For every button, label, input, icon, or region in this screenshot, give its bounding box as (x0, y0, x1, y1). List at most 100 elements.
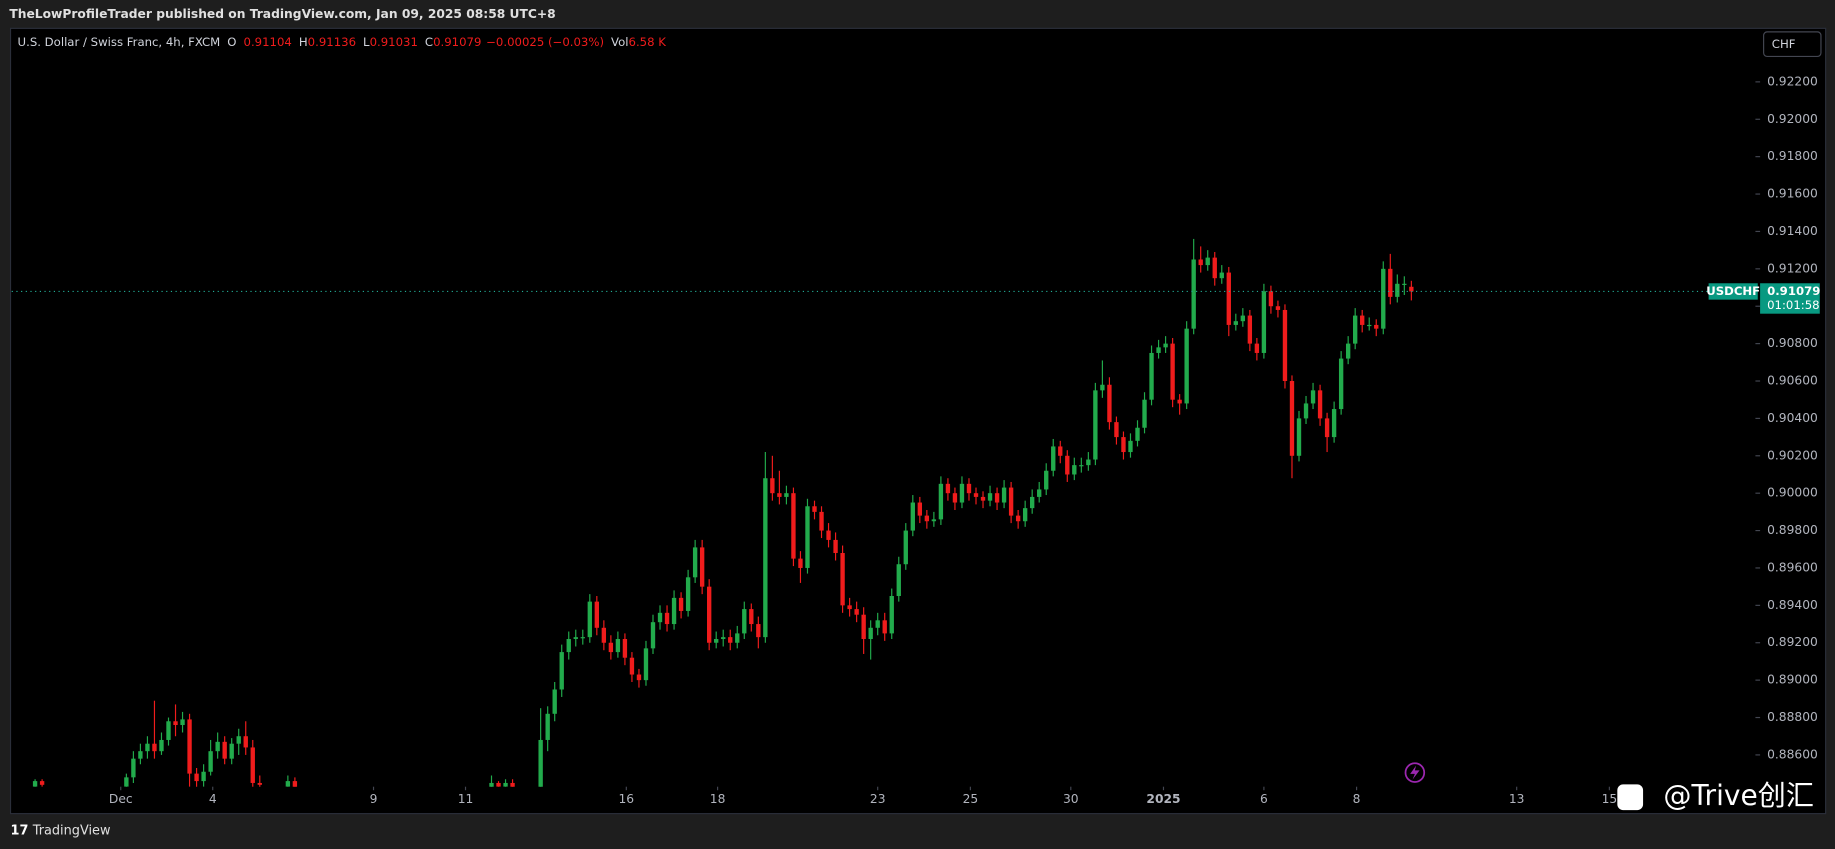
y-tick-label: 0.91800 (1767, 149, 1818, 163)
currency-button[interactable] (1763, 31, 1822, 58)
y-tick-label: 0.89400 (1767, 598, 1818, 612)
y-tick-label: 0.88600 (1767, 747, 1818, 761)
candle-body (1044, 470, 1049, 490)
candle-body (678, 597, 684, 611)
candle-body (699, 547, 705, 587)
y-tick-label: 0.90800 (1767, 336, 1818, 350)
chart-area (9, 27, 1827, 815)
candle-body (292, 781, 298, 787)
tv-logo: 17 (11, 824, 29, 839)
candle-body (952, 493, 958, 503)
candle-body (1142, 399, 1147, 428)
candle-body (1037, 489, 1042, 497)
candle-body (1233, 321, 1238, 325)
candle-body (124, 777, 129, 787)
candle-body (1184, 328, 1189, 404)
x-tick-label: 15 (1602, 792, 1618, 806)
candle-body (152, 743, 157, 752)
candle-body (910, 502, 915, 531)
candle-body (650, 622, 656, 649)
candle-body (1268, 291, 1274, 307)
legend-item: L (363, 35, 370, 49)
candle-body (1247, 315, 1253, 344)
candle-body (601, 627, 607, 643)
currency: CHF (1772, 37, 1796, 51)
candle-body (1240, 315, 1246, 322)
y-tick-label: 0.89800 (1767, 523, 1818, 537)
y-tick-label: 0.90400 (1767, 411, 1818, 425)
candle-body (1360, 315, 1365, 325)
candle-body (222, 741, 227, 759)
candle-body (1395, 283, 1400, 297)
candle-body (854, 609, 859, 615)
candle-body (1289, 381, 1295, 456)
candle-body (1226, 272, 1231, 325)
y-tick-label: 0.89000 (1767, 673, 1818, 687)
x-tick-label: 13 (1509, 792, 1525, 806)
candle-body (1008, 487, 1014, 516)
candle-body (938, 483, 944, 520)
legend-item: 0.91079 (433, 35, 481, 49)
countdown: 01:01:58 (1767, 298, 1820, 312)
candle-body (1324, 418, 1330, 438)
candle-body (721, 637, 726, 640)
candle-body (1296, 418, 1302, 456)
candle-body (166, 721, 171, 740)
candle-body (510, 782, 515, 787)
candle-body (1381, 268, 1386, 329)
legend-item: O (227, 35, 236, 49)
candle-body (1317, 390, 1323, 419)
candle-body (1219, 272, 1224, 279)
y-tick-label: 0.91200 (1767, 261, 1818, 275)
candle-body (1275, 306, 1281, 310)
candle-body (777, 493, 782, 497)
candle-body (1100, 384, 1105, 391)
symbol-tag (1708, 283, 1758, 300)
candle-body (664, 612, 670, 625)
candle-body (847, 605, 852, 610)
watermark: @Trive创汇 (1663, 779, 1814, 812)
candle-body (138, 751, 143, 759)
candle-body (840, 553, 845, 606)
legend-item: 0.91031 (370, 35, 418, 49)
candle-body (622, 639, 628, 658)
candle-body (1156, 347, 1161, 353)
candle-body (1331, 409, 1337, 438)
candle-body (1388, 268, 1393, 297)
candle-body (194, 773, 199, 782)
candle-body (594, 601, 600, 628)
candle-body (208, 751, 213, 772)
candle-body (987, 493, 993, 501)
candle-body (931, 519, 937, 522)
candle-body (538, 739, 543, 787)
alert-icon[interactable] (1404, 762, 1426, 783)
price-tag (1760, 283, 1820, 314)
x-tick-label: 2025 (1146, 792, 1180, 806)
candle-body (749, 609, 754, 625)
candle-body (692, 547, 698, 578)
legend-item: C (425, 35, 433, 49)
candle-body (489, 782, 494, 787)
candle-body (187, 719, 192, 774)
candle-body (1198, 259, 1203, 266)
candle-body (1051, 446, 1056, 471)
candle-body (770, 478, 775, 494)
candle-body (875, 620, 880, 628)
candle-body (742, 609, 747, 634)
candle-body (714, 639, 719, 643)
x-tick-label: 11 (458, 792, 474, 806)
candle-body (545, 713, 550, 740)
candles (32, 238, 1414, 787)
candle-body (1212, 257, 1217, 279)
candle-body (1149, 352, 1154, 400)
candle-body (243, 736, 248, 748)
watermark-logo (1617, 784, 1644, 811)
candle-body (1345, 343, 1351, 359)
candle-body (1072, 465, 1077, 475)
candle-body (1191, 259, 1196, 329)
candle-body (1114, 422, 1119, 438)
x-tick-label: 4 (209, 792, 217, 806)
candle-body (559, 652, 564, 690)
